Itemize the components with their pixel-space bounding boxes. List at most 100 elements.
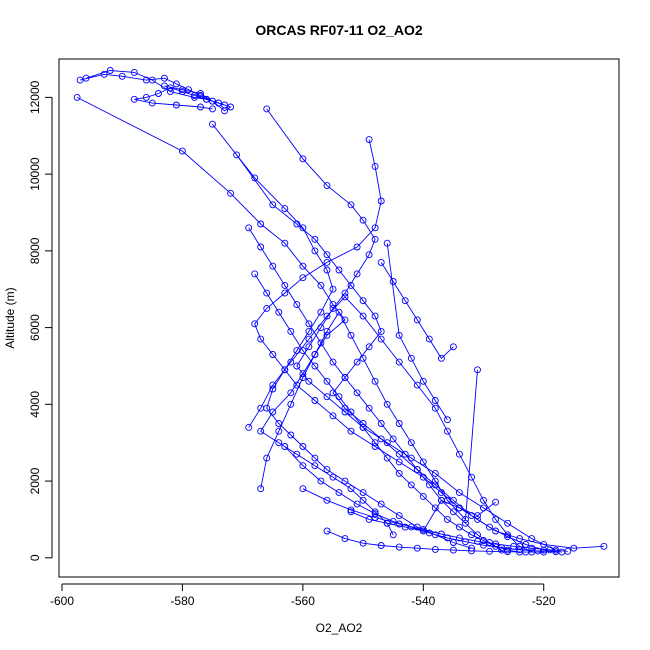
data-point [275,308,283,316]
data-point [504,548,512,556]
data-point [377,327,385,335]
data-point [245,423,253,431]
data-point [142,93,150,101]
data-point [570,544,578,552]
data-point [413,316,421,324]
series-line-9 [248,296,532,553]
data-point [546,546,554,554]
data-point [443,534,451,542]
data-point [197,103,204,111]
data-point [341,404,349,412]
data-point [516,546,524,554]
data-point [317,308,325,316]
data-point [275,420,283,427]
data-point [504,531,512,539]
data-point [462,515,469,523]
data-point [462,519,469,527]
data-point [341,293,349,301]
data-point [401,450,409,458]
data-point [311,462,319,470]
data-point [474,537,481,545]
series-line-15 [380,262,454,360]
series-line-3 [212,123,472,549]
data-point [455,504,463,512]
data-point [299,443,307,450]
data-point [347,331,355,339]
data-point [160,74,168,82]
data-point [305,377,313,385]
data-point [209,97,216,105]
data-point [443,515,451,523]
data-point [431,469,439,477]
data-lines [76,70,604,553]
data-point [305,327,313,335]
data-point [371,510,379,518]
data-point [148,76,156,84]
data-point [293,220,301,228]
data-point [323,377,331,385]
data-point [395,331,403,339]
data-point [251,174,259,182]
data-point [335,308,343,316]
data-point [419,492,427,500]
data-point [371,235,379,243]
data-point [455,523,463,531]
y-tick-label: 10000 [28,157,42,191]
data-point [395,512,403,520]
data-point [395,458,403,466]
data-point [347,506,355,514]
data-point [191,93,198,101]
data-point [317,477,325,485]
data-point [130,68,138,76]
data-point [263,454,271,462]
data-point [269,351,277,358]
y-tick-label: 0 [28,554,42,561]
data-point [383,400,391,408]
data-point [299,155,307,163]
data-point [359,354,367,362]
data-point [419,527,427,535]
data-point [299,462,307,470]
data-points [73,67,608,556]
data-point [486,523,493,531]
data-point [492,515,500,523]
y-axis-label: Altitude (m) [3,287,17,348]
data-point [341,535,349,543]
data-point [197,90,204,97]
data-point [299,347,307,355]
data-point [407,454,415,462]
data-point [371,514,379,521]
x-axis: -600 -580 -560 -540 -520 [50,583,556,608]
data-point [395,469,403,477]
data-point [468,547,475,555]
data-point [178,86,186,94]
data-point [347,408,355,416]
data-point [287,400,295,408]
data-point [371,443,379,450]
data-point [281,281,289,289]
data-point [311,454,319,462]
data-point [287,431,295,439]
data-point [492,527,500,535]
data-point [516,535,524,543]
data-point [257,335,265,343]
data-point [377,335,385,343]
data-point [510,542,518,550]
data-point [323,496,331,504]
data-point [425,335,433,343]
data-point [287,327,295,335]
data-point [401,523,409,531]
data-point [347,281,355,289]
data-point [257,404,265,412]
data-point [299,224,307,232]
data-point [269,262,277,270]
data-point [480,496,487,504]
data-point [209,105,216,113]
data-point [233,151,241,159]
data-point [323,466,331,474]
data-point [257,220,265,228]
data-point [431,404,439,412]
data-point [335,489,343,497]
data-point [323,393,331,401]
data-point [353,358,361,366]
